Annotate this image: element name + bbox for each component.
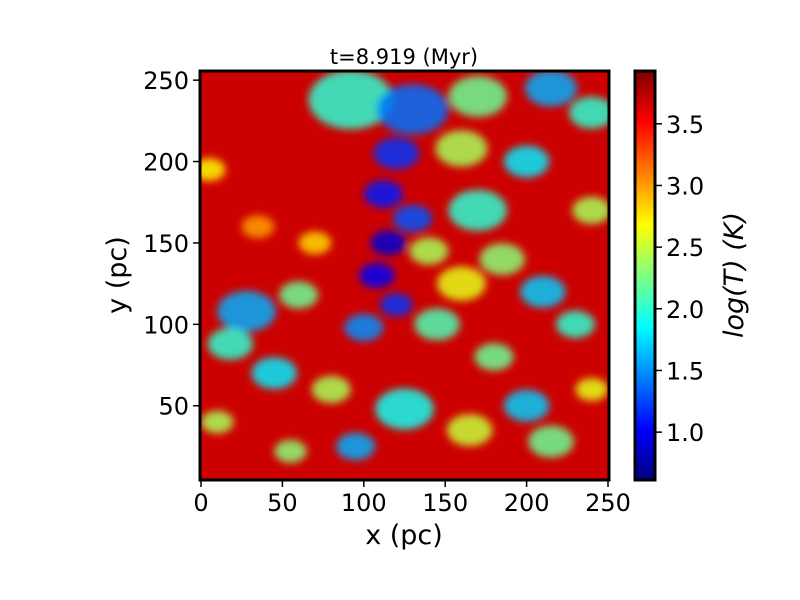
heatmap-feature-38 — [201, 410, 234, 434]
heatmap-feature-19 — [555, 310, 595, 339]
y-axis-label: y (pc) — [102, 236, 133, 314]
heatmap-feature-6 — [435, 130, 488, 167]
heatmap-feature-14 — [448, 189, 508, 231]
heatmap-feature-34 — [298, 231, 332, 255]
heatmap-feature-7 — [503, 145, 550, 178]
x-tick-label: 250 — [585, 489, 631, 517]
heatmap-feature-17 — [414, 308, 460, 341]
heatmap-feature-24 — [311, 375, 351, 404]
colorbar-tick-label: 2.5 — [666, 234, 704, 262]
heatmap-feature-8 — [363, 180, 403, 208]
y-tick-label: 50 — [158, 393, 189, 421]
heatmap-feature-30 — [274, 439, 307, 463]
heatmap-feature-22 — [279, 281, 319, 309]
x-tick-label: 50 — [267, 489, 298, 517]
heatmap-feature-16 — [437, 266, 486, 301]
x-axis-label: x (pc) — [365, 520, 443, 551]
colorbar-fill — [635, 71, 655, 480]
colorbar-tick-label: 3.0 — [666, 172, 704, 200]
x-tick-label: 200 — [504, 489, 550, 517]
heatmap-area — [201, 72, 608, 479]
plot-frame — [198, 69, 611, 482]
heatmap-features — [201, 72, 608, 463]
heatmap-feature-13 — [344, 313, 384, 342]
heatmap-feature-18 — [520, 275, 566, 308]
colorbar-ticks: 1.0 1.5 2.0 2.5 3.0 3.5 — [655, 111, 704, 447]
colorbar: 1.0 1.5 2.0 2.5 3.0 3.5 log(T) (K) — [633, 69, 750, 482]
y-tick-label: 250 — [143, 67, 189, 95]
heatmap-feature-31 — [575, 378, 608, 401]
heatmap-feature-0 — [308, 72, 394, 130]
heatmap-feature-4 — [568, 96, 608, 129]
colorbar-tick-label: 2.0 — [666, 296, 704, 324]
heatmap-feature-36 — [572, 196, 608, 225]
heatmap-feature-26 — [446, 414, 493, 447]
colorbar-label: log(T) (K) — [719, 212, 750, 338]
colorbar-frame — [633, 69, 657, 482]
heatmap-feature-23 — [251, 357, 298, 390]
colorbar-tick-label: 1.5 — [666, 357, 704, 385]
heatmap-feature-32 — [201, 158, 226, 182]
y-tick-label: 200 — [143, 149, 189, 177]
y-axis: 50 100 150 200 250 — [143, 67, 200, 421]
heatmap-feature-20 — [217, 290, 276, 332]
heatmap-feature-28 — [528, 425, 574, 458]
heatmap-feature-1 — [376, 84, 449, 135]
heatmap-feature-10 — [370, 230, 407, 256]
y-tick-label: 100 — [143, 311, 189, 339]
x-axis: 0 50 100 150 200 250 — [193, 480, 631, 517]
heatmap-feature-29 — [336, 432, 376, 461]
heatmap-feature-21 — [207, 327, 254, 360]
y-tick-label: 150 — [143, 230, 189, 258]
heatmap-feature-15 — [479, 243, 525, 276]
x-tick-label: 150 — [422, 489, 468, 517]
chart-title: t=8.919 (Myr) — [330, 45, 478, 69]
heatmap-feature-37 — [474, 343, 514, 371]
heatmap-feature-3 — [524, 72, 578, 107]
heatmap-feature-35 — [409, 237, 449, 265]
heatmap-feature-11 — [358, 262, 395, 289]
x-tick-label: 0 — [193, 489, 208, 517]
colorbar-tick-label: 3.5 — [666, 111, 704, 139]
heatmap-feature-12 — [380, 293, 413, 317]
heatmap-feature-2 — [448, 75, 508, 117]
heatmap-feature-5 — [373, 137, 420, 170]
heatmap-feature-27 — [503, 389, 550, 422]
colorbar-tick-label: 1.0 — [666, 419, 704, 447]
heatmap-feature-25 — [375, 388, 434, 430]
heatmap-feature-33 — [241, 215, 275, 239]
heatmap-feature-9 — [393, 204, 433, 233]
x-tick-label: 100 — [341, 489, 387, 517]
